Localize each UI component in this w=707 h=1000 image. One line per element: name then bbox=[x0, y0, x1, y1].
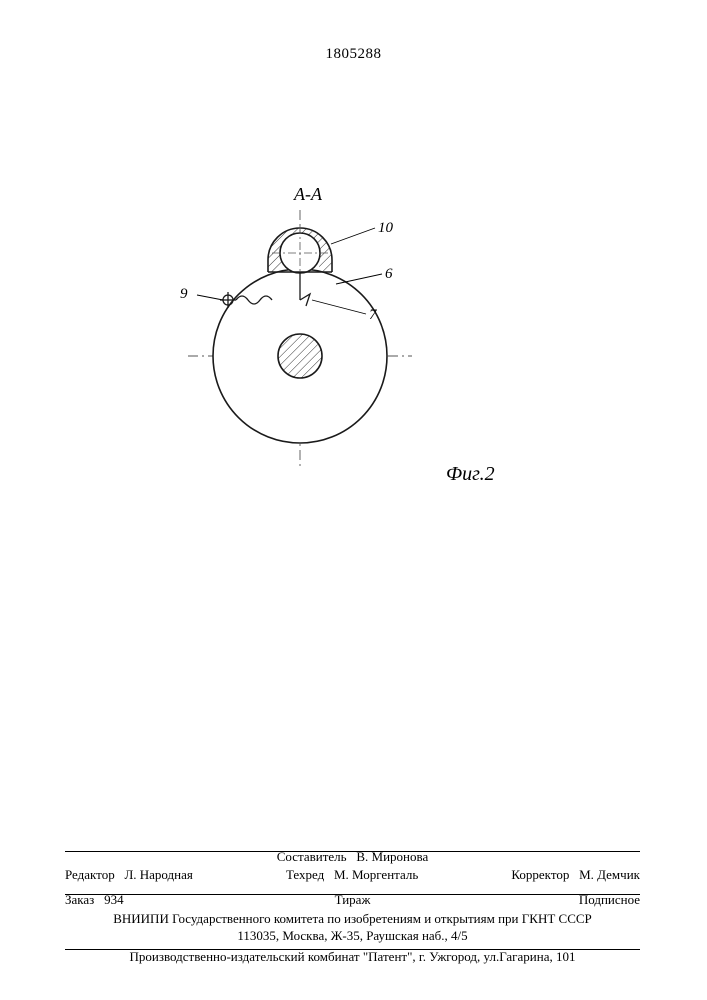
editor-name: Л. Народная bbox=[124, 867, 192, 882]
tirazh-label: Тираж bbox=[335, 892, 371, 907]
order-value: 934 bbox=[104, 892, 124, 907]
lug bbox=[260, 218, 340, 280]
compiler-name: В. Миронова bbox=[356, 849, 428, 864]
techred-role: Техред bbox=[286, 867, 324, 882]
callout-9: 9 bbox=[180, 286, 188, 302]
order-block: Заказ 934 Тираж Подписное ВНИИПИ Государ… bbox=[65, 891, 640, 945]
org-address: 113035, Москва, Ж-35, Раушская наб., 4/5 bbox=[65, 927, 640, 945]
techred-name: М. Моргенталь bbox=[334, 867, 418, 882]
corrector-role: Корректор bbox=[511, 867, 569, 882]
figure-caption: Фиг.2 bbox=[446, 463, 495, 485]
credits-block: Составитель В. Миронова Редактор Л. Наро… bbox=[65, 848, 640, 883]
callout-10: 10 bbox=[378, 220, 394, 236]
figure-a-a: А-А 9 10 bbox=[0, 0, 707, 560]
editor-role: Редактор bbox=[65, 867, 115, 882]
org-line: ВНИИПИ Государственного комитета по изоб… bbox=[65, 910, 640, 928]
podpisnoe: Подписное bbox=[579, 892, 640, 907]
section-label: А-А bbox=[293, 184, 323, 204]
callout-6: 6 bbox=[385, 266, 393, 282]
shaft-circle bbox=[278, 334, 322, 378]
press-line: Производственно-издательский комбинат "П… bbox=[65, 948, 640, 966]
order-label: Заказ bbox=[65, 892, 94, 907]
corrector-name: М. Демчик bbox=[579, 867, 640, 882]
compiler-role: Составитель bbox=[277, 849, 347, 864]
